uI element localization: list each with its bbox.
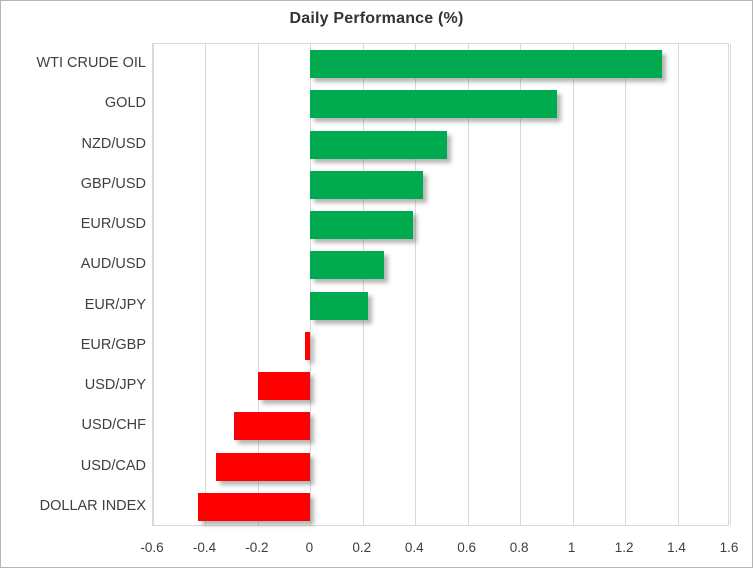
chart-title: Daily Performance (%): [289, 10, 464, 27]
gridline: [520, 44, 521, 525]
gridline: [468, 44, 469, 525]
bar-positive: [310, 251, 384, 280]
x-tick-label: 1.4: [667, 540, 686, 555]
x-tick-label: 0: [305, 540, 314, 555]
category-label: EUR/JPY: [84, 296, 146, 313]
category-label: WTI CRUDE OIL: [36, 55, 146, 72]
category-label: USD/CHF: [81, 417, 146, 434]
category-label: USD/CAD: [80, 457, 146, 474]
bar-positive: [310, 130, 447, 159]
gridline: [258, 44, 259, 525]
category-label: EUR/GBP: [80, 336, 146, 353]
gridline: [730, 44, 731, 525]
category-label: GOLD: [104, 95, 146, 112]
bar-positive: [310, 211, 413, 240]
gridline: [153, 44, 154, 525]
bar-negative: [305, 331, 311, 360]
bar-positive: [310, 291, 369, 320]
gridline: [415, 44, 416, 525]
category-label: USD/JPY: [84, 377, 146, 394]
bar-positive: [310, 50, 662, 79]
gridline: [625, 44, 626, 525]
gridline: [205, 44, 206, 525]
x-tick-label: 0.4: [404, 540, 424, 555]
x-tick-label: 0.2: [352, 540, 372, 555]
x-tick-label: 0.8: [509, 540, 529, 555]
category-label: NZD/USD: [81, 135, 146, 152]
x-tick-label: -0.4: [192, 540, 217, 555]
bar-negative: [234, 412, 311, 441]
x-tick-label: 1.6: [719, 540, 739, 555]
x-tick-label: -0.2: [245, 540, 269, 555]
bar-negative: [257, 372, 311, 401]
gridline: [363, 44, 364, 525]
gridline: [678, 44, 679, 525]
x-tick-label: 0.6: [457, 540, 477, 555]
category-label: DOLLAR INDEX: [39, 497, 146, 514]
category-label: GBP/USD: [80, 175, 146, 192]
bar-positive: [310, 170, 424, 199]
x-tick-label: 1.2: [614, 540, 634, 555]
bar-negative: [197, 492, 311, 521]
category-label: AUD/USD: [80, 256, 146, 273]
category-label: EUR/USD: [80, 216, 146, 233]
gridline: [573, 44, 574, 525]
gridline: [310, 44, 311, 525]
plot-area: [152, 43, 731, 526]
bar-negative: [215, 452, 311, 481]
x-tick-label: 1: [567, 540, 576, 555]
bar-positive: [310, 90, 557, 119]
x-tick-label: -0.6: [140, 540, 164, 555]
